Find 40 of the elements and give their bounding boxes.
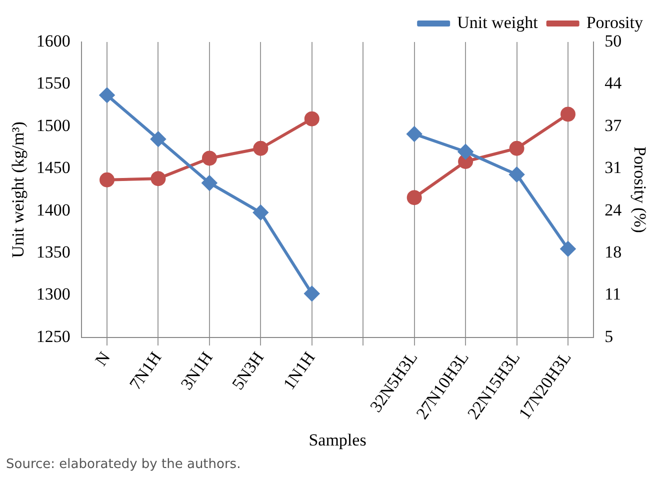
y-tick-label: 1600 (36, 31, 70, 50)
point (253, 140, 268, 156)
y-axis-title: Unit weight (kg/m³) (8, 122, 28, 258)
point (100, 172, 115, 188)
y2-axis-title: Porosity (%) (630, 146, 650, 233)
y2-tick-label: 50 (604, 31, 622, 50)
y2-tick-label: 11 (604, 284, 621, 304)
point (150, 132, 166, 147)
point (304, 111, 320, 126)
y-tick-label: 1500 (36, 116, 70, 135)
point (509, 140, 524, 156)
point (202, 175, 217, 190)
point (100, 88, 115, 103)
y-tick-label: 1400 (36, 200, 70, 220)
point (150, 171, 166, 186)
point (560, 106, 576, 122)
y2-tick-label: 24 (604, 200, 622, 220)
point (560, 241, 576, 256)
legend-label: Porosity (586, 12, 644, 32)
y-tick-label: 1250 (36, 326, 70, 346)
legend-label: Unit weight (457, 12, 538, 32)
y2-tick-label: 18 (604, 242, 622, 262)
y2-tick-label: 31 (604, 158, 622, 178)
y-tick-label: 1450 (36, 158, 70, 178)
point (304, 286, 320, 302)
y-tick-label: 1350 (36, 242, 70, 262)
point (253, 205, 268, 220)
y2-tick-label: 5 (604, 326, 614, 346)
y2-tick-label: 44 (604, 74, 622, 93)
y-tick-label: 1300 (36, 284, 70, 304)
x-axis-title: Samples (308, 430, 366, 450)
x-tick-label: N (91, 348, 114, 370)
source-note: Source: elaboratedy by the authors. (6, 457, 242, 472)
point (406, 190, 422, 206)
point (202, 150, 217, 166)
point (458, 144, 474, 160)
point (509, 167, 524, 182)
point (406, 126, 422, 142)
y-tick-label: 1550 (36, 74, 70, 93)
y2-tick-label: 37 (604, 116, 622, 135)
